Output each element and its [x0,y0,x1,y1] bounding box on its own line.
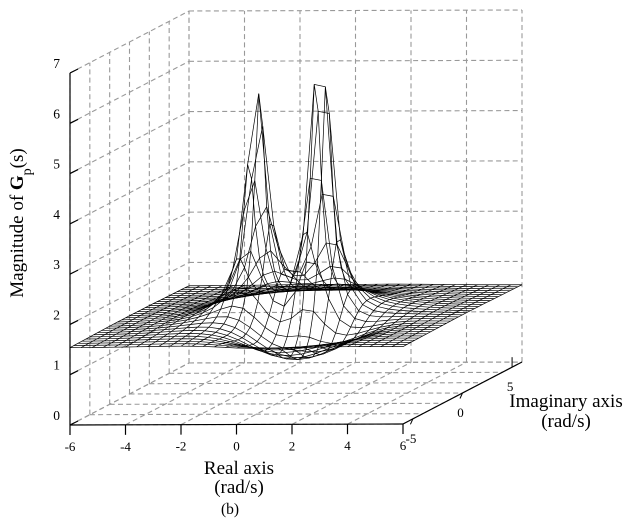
svg-text:-4: -4 [120,439,131,454]
svg-text:Real axis: Real axis [204,458,274,479]
svg-text:3: 3 [53,257,60,272]
svg-text:-5: -5 [405,431,416,446]
svg-text:6: 6 [53,106,60,121]
svg-text:5: 5 [53,157,60,172]
svg-text:4: 4 [53,207,60,222]
svg-text:0: 0 [233,439,240,454]
svg-text:-6: -6 [65,439,76,454]
svg-text:1: 1 [53,358,60,373]
svg-text:2: 2 [289,438,296,453]
svg-text:(rad/s): (rad/s) [214,477,264,498]
svg-text:(rad/s): (rad/s) [541,411,591,432]
svg-text:7: 7 [53,56,60,71]
svg-text:4: 4 [344,438,351,453]
svg-text:0: 0 [457,405,464,420]
svg-text:Imaginary axis: Imaginary axis [509,391,622,412]
svg-text:2: 2 [53,307,60,322]
svg-text:-2: -2 [176,439,187,454]
svg-text:(b): (b) [221,501,239,518]
svg-text:0: 0 [53,408,60,423]
